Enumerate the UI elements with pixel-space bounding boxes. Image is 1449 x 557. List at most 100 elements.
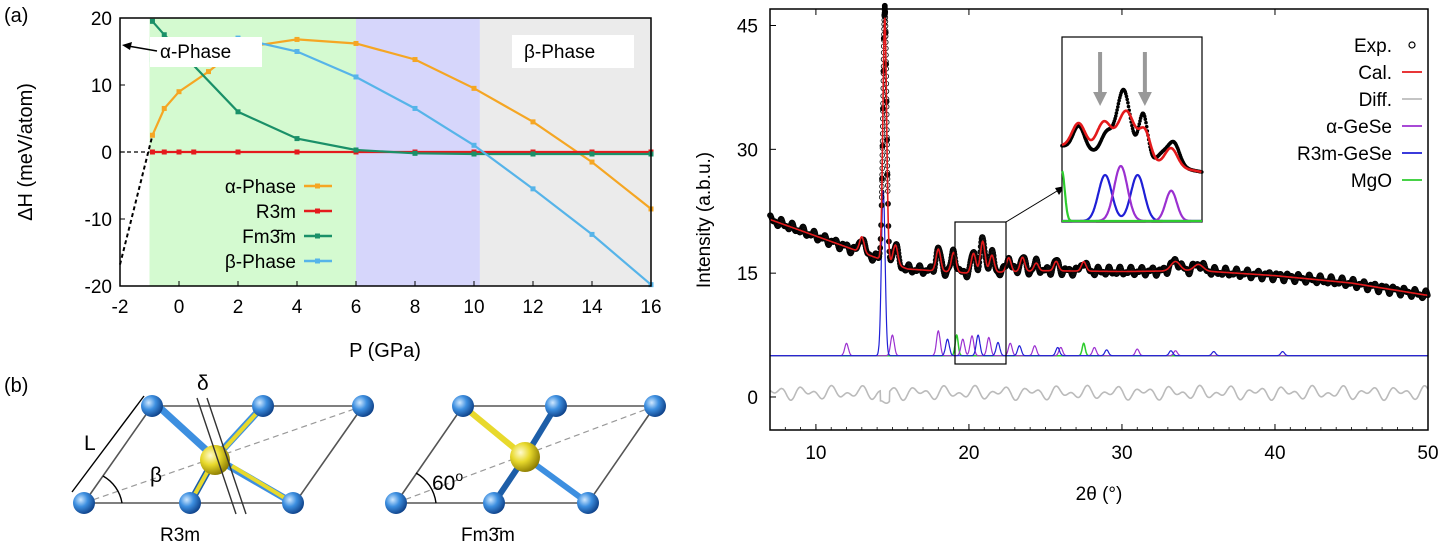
legend-marker [315,233,320,239]
y-tick-label: 0 [101,143,112,164]
bond-inner [230,464,295,505]
y-tick-label: 20 [91,9,112,30]
arrow-down-icon [1137,92,1152,106]
se-atom [577,492,599,514]
cal-curve [769,17,1428,297]
inset-exp-point [1115,108,1119,112]
alpha-phase-arrow [127,45,158,52]
inset-exp-point [1144,120,1148,125]
inset-exp-point [1116,101,1121,106]
x-tick-label: 2 [233,297,244,318]
y-axis-label: Intensity (a.b.u.) [694,152,715,288]
y-tick-label: 15 [737,264,758,285]
inset-cal-curve [1061,109,1202,174]
y-tick-label: 10 [91,76,112,97]
x-tick-label: 8 [410,297,421,318]
inset-exp-point [1137,122,1142,126]
data-point [589,151,595,157]
inset-exp-point [1126,104,1131,109]
inset-exp-point [1126,101,1130,105]
se-atom [644,395,666,417]
data-point [149,18,155,24]
data-point [235,149,241,155]
x-tick-label: 10 [463,297,484,318]
panel-b-label: (b) [4,375,28,397]
legend-label: Exp. [1354,36,1392,57]
legend-label: Diff. [1359,90,1392,111]
fm3m-structure: 60o Fm3̄m [385,395,666,546]
edge-label: L [84,432,96,455]
se-atom [73,492,95,514]
y-tick-label: 0 [747,388,758,409]
axis-ticks: 10 20 30 40 50 0 15 30 45 [737,9,1439,464]
fm3m-structure-name: Fm3̄m [461,525,515,546]
data-point [294,36,300,42]
x-tick-label: 0 [174,297,185,318]
legend-label: R3m-GeSe [1297,144,1392,165]
panel-a-label: (a) [4,5,28,27]
y-tick-label: 30 [737,140,758,161]
data-point [176,149,182,155]
legend-label: α-GeSe [1326,117,1392,138]
series-line-2 [151,20,651,156]
legend-label: MgO [1351,171,1392,192]
r3m-structure: L β δ R3m [71,372,374,546]
data-point [191,149,197,155]
series-line-0 [151,38,652,210]
angle-arc [102,475,123,504]
data-point [161,149,167,155]
exp-peak-point [882,11,888,17]
se-atom [385,492,407,514]
inset-exp-point [1117,98,1121,103]
data-point [412,150,418,156]
se-atom [452,395,474,417]
legend-marker [315,208,320,214]
data-point [149,132,155,138]
legend-label: β-Phase [225,252,296,273]
ge-atom [510,442,540,472]
zoom-region-box [954,221,1007,365]
inset-exp-point [1124,94,1129,99]
x-tick-label: 10 [805,443,826,464]
xrd-curves [767,2,1431,405]
inset-exp-point [1138,119,1142,123]
x-axis-label: P (GPa) [349,340,421,362]
data-point [206,69,211,75]
data-point [530,151,536,157]
inset-exp-point [1116,105,1120,109]
angle-label: 60o [432,468,463,495]
legend-label: α-Phase [225,177,296,198]
diff-curve [769,384,1429,405]
plot-frame [769,8,1429,431]
legend-marker [1408,41,1416,49]
alpha-phase-label-box [150,37,262,67]
data-point [176,89,182,95]
arrow-down-icon [1093,92,1108,106]
x-tick-label: 16 [640,297,661,318]
data-point [589,159,595,165]
mgo-curve [770,333,1428,357]
x-tick-label: 40 [1264,443,1285,464]
x-tick-label: 4 [292,297,303,318]
se-atom [545,395,567,417]
inset-exp-point [1114,111,1119,115]
legend-label: R3m [256,202,296,223]
x-tick-label: 14 [581,297,603,318]
plane-line [196,397,237,515]
angle-value: 60 [432,472,455,495]
se-atom [282,492,304,514]
r3m-gese-curve [770,190,1428,357]
shift-label: δ [197,372,209,395]
y-axis-label: ΔH (meV/atom) [15,83,37,221]
data-point [294,149,300,155]
x-tick-label: 30 [1111,443,1132,464]
plane-line [206,397,247,515]
data-point [589,231,595,237]
data-point [412,57,418,63]
zoom-arrow [1005,187,1063,223]
data-point [530,119,536,125]
y-tick-label: 45 [737,17,758,38]
data-point [294,136,300,142]
inset-exp-point [1130,123,1134,128]
